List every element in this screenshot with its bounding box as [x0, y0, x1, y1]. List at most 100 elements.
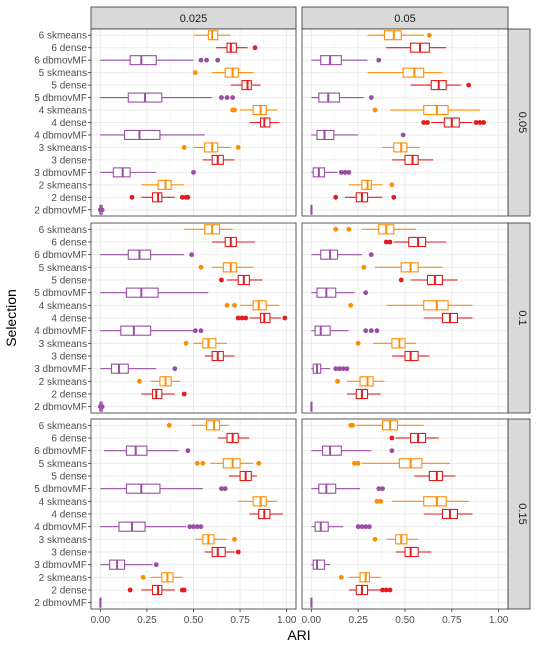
box-4-dbmovmf: [311, 521, 372, 532]
outlier-point: [389, 448, 395, 454]
x-axis-title: ARI: [287, 627, 310, 643]
box-2-dbmovmf: [310, 401, 313, 412]
outlier-point: [235, 315, 241, 321]
y-tick-label: 4 skmeans: [39, 106, 87, 117]
box-3-dbmovmf: [100, 559, 159, 570]
outlier-point: [387, 239, 393, 245]
outlier-point: [256, 460, 262, 466]
panel-border: [301, 28, 509, 217]
box-5-dense: [228, 470, 257, 482]
y-tick-label: 2 dbmovMF: [34, 205, 87, 216]
box-iqr: [120, 325, 152, 336]
box-5-skmeans: [194, 458, 262, 469]
box-iqr: [314, 325, 331, 336]
y-tick-label: 3 dbmovMF: [34, 168, 87, 179]
y-axis-title: Selection: [3, 289, 19, 347]
outlier-point: [367, 524, 372, 530]
outlier-point: [473, 120, 479, 125]
outlier-point: [222, 486, 228, 492]
y-tick-label: 3 skmeans: [39, 535, 87, 546]
outlier-point: [204, 57, 209, 63]
x-tick-labels: 0.00 0.25 0.50 0.75 1.00 0.00 0.25 0.50 0.75 1.00: [91, 609, 509, 626]
y-tick-label: 3 dense: [51, 352, 87, 363]
y-tick-label: 4 dense: [51, 118, 87, 129]
outlier-point: [372, 536, 378, 542]
outlier-point: [383, 587, 389, 593]
y-tick-label: 6 dense: [51, 238, 87, 249]
box-2-dense: [348, 584, 393, 596]
box-4-dbmovmf: [100, 129, 205, 141]
row-strip-label-1: 0.1: [516, 310, 528, 325]
box-3-skmeans: [355, 338, 417, 349]
column-strip-label-1: 0.05: [394, 13, 415, 25]
box-4-dense: [249, 117, 280, 128]
outlier-point: [342, 169, 348, 175]
box-6-dense: [212, 236, 255, 248]
outlier-point: [194, 524, 200, 530]
outlier-point: [235, 549, 241, 555]
outlier-point: [376, 486, 382, 492]
outlier-point: [232, 536, 237, 542]
x-tick-label: 0.25: [348, 615, 368, 626]
box-2-dbmovmf: [310, 204, 313, 215]
box-3-dense: [395, 546, 432, 558]
box-2-skmeans: [335, 376, 385, 387]
box-2-dbmovmf: [97, 401, 105, 412]
outlier-point: [99, 404, 105, 410]
box-6-skmeans: [184, 224, 233, 235]
box-3-dense: [391, 350, 430, 362]
outlier-point: [200, 460, 206, 466]
y-tick-label: 5 skmeans: [39, 459, 87, 470]
outlier-point: [481, 120, 487, 125]
box-2-dense: [127, 584, 187, 596]
y-tick-label: 5 skmeans: [39, 68, 87, 79]
outlier-point: [333, 226, 339, 232]
outlier-point: [348, 302, 354, 308]
y-tick-label: 6 skmeans: [39, 31, 87, 42]
box-3-dense: [391, 154, 434, 165]
outlier-point: [378, 498, 384, 504]
panel-border: [301, 222, 509, 414]
box-4-skmeans: [224, 300, 280, 311]
box-2-dbmovmf: [310, 597, 313, 608]
outlier-point: [198, 264, 204, 270]
y-tick-label: 2 skmeans: [39, 377, 87, 388]
row-strip-2: 0.15: [507, 418, 531, 610]
outlier-point: [352, 460, 357, 466]
box-4-dbmovmf: [100, 325, 204, 336]
outlier-point: [374, 498, 380, 504]
y-tick-label: 6 skmeans: [39, 225, 87, 236]
outlier-point: [363, 290, 369, 296]
outlier-point: [376, 57, 382, 63]
x-tick-label: 0.75: [442, 615, 462, 626]
box-5-dense: [414, 470, 456, 482]
y-tick-label: 2 dense: [51, 193, 87, 204]
outlier-point: [355, 340, 361, 346]
box-5-skmeans: [352, 458, 450, 469]
y-tick-label: 4 dbmovMF: [34, 522, 87, 533]
outlier-point: [368, 95, 374, 100]
box-6-dbmovmf: [311, 445, 395, 456]
box-4-skmeans: [230, 104, 278, 116]
box-2-skmeans: [140, 572, 183, 583]
outlier-point: [333, 366, 339, 372]
outlier-point: [391, 194, 397, 200]
outlier-point: [192, 328, 198, 334]
box-iqr: [125, 483, 161, 494]
box-6-skmeans: [166, 420, 229, 431]
outlier-point: [198, 328, 204, 334]
box-5-dense: [219, 274, 263, 286]
x-tick-label: 0.00: [302, 615, 322, 626]
outlier-point: [198, 57, 204, 63]
box-2-skmeans: [137, 376, 181, 387]
box-4-skmeans: [238, 496, 278, 507]
box-3-dbmovmf: [100, 167, 196, 178]
box-4-skmeans: [374, 496, 469, 507]
box-4-dbmovmf: [311, 325, 380, 336]
box-iqr: [423, 496, 447, 507]
outlier-point: [477, 120, 483, 125]
outlier-point: [185, 194, 191, 200]
x-tick-label: 0.75: [230, 615, 250, 626]
box-5-skmeans: [192, 67, 254, 78]
